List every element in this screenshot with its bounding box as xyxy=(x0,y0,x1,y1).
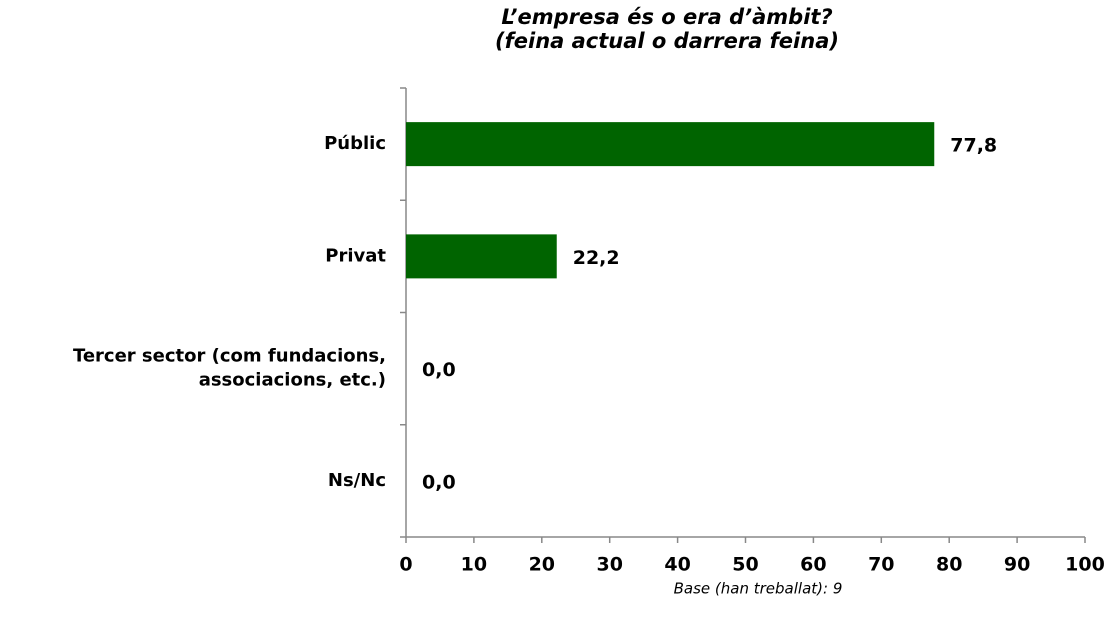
value-label: 77,8 xyxy=(950,135,997,157)
value-label: 0,0 xyxy=(422,359,456,381)
x-tick-label: 70 xyxy=(868,554,894,576)
x-tick-label: 100 xyxy=(1065,554,1105,576)
x-tick-label: 30 xyxy=(596,554,622,576)
y-tick-label: Ns/Nc xyxy=(328,470,386,491)
y-tick-label: Tercer sector (com fundacions, associacio… xyxy=(73,346,386,391)
x-tick-label: 60 xyxy=(800,554,826,576)
y-tick-label: Públic xyxy=(324,133,386,154)
x-tick-label: 20 xyxy=(529,554,555,576)
x-tick-label: 50 xyxy=(732,554,758,576)
y-tick-label: Privat xyxy=(325,245,386,266)
value-label: 0,0 xyxy=(422,471,456,493)
x-tick-label: 0 xyxy=(399,554,412,576)
bar xyxy=(406,122,935,167)
x-tick-label: 10 xyxy=(461,554,487,576)
x-tick-label: 40 xyxy=(664,554,690,576)
chart-title: L’empresa és o era d’àmbit? (feina actual… xyxy=(495,5,839,53)
bar xyxy=(406,234,557,279)
value-label: 22,2 xyxy=(573,247,620,269)
x-tick-label: 80 xyxy=(936,554,962,576)
note: Base (han treballat): 9 xyxy=(674,580,843,598)
x-tick-label: 90 xyxy=(1004,554,1030,576)
